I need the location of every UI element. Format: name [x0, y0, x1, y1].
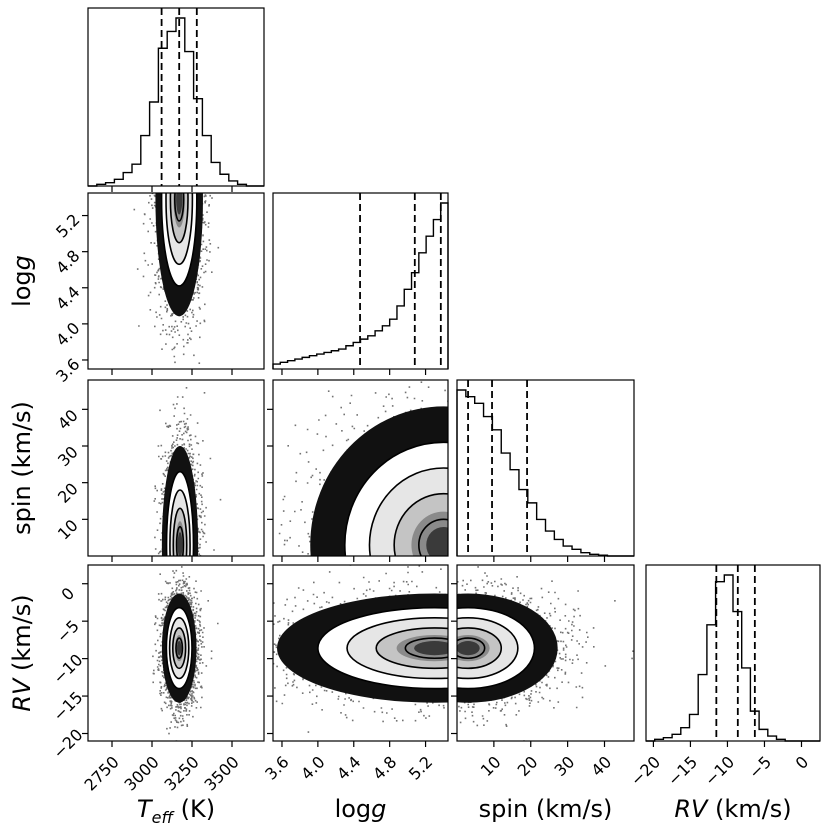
contour-line-2	[375, 627, 448, 670]
panel-frame-2-1	[272, 379, 449, 557]
contour-line-0	[160, 193, 198, 287]
density-level-4	[426, 527, 448, 556]
density-panel-3-0	[152, 565, 219, 741]
y-tick-label: 30	[54, 442, 82, 470]
x-axis-label-2: spin (km/s)	[479, 795, 613, 823]
contour-line-1	[457, 617, 519, 680]
x-tick-label: 4.0	[297, 752, 328, 783]
panel-frame-3-3	[645, 564, 821, 742]
density-panel-3-2	[457, 565, 634, 741]
contour-line-0	[317, 606, 448, 690]
histogram-2	[456, 389, 634, 557]
y-tick-label: 4.4	[52, 282, 83, 313]
contour-line-1	[169, 489, 191, 556]
x-tick-label: −20	[627, 752, 664, 789]
x-tick-label: 10	[477, 752, 505, 780]
panel-frame-3-0	[87, 564, 265, 742]
y-tick-label: 0	[58, 584, 79, 605]
histogram-0	[88, 17, 264, 187]
contour-line-3	[457, 637, 486, 660]
y-tick-label: −10	[49, 650, 86, 687]
contour-line-0	[344, 441, 448, 556]
y-axis-label-1: logg	[8, 255, 36, 307]
panels-layer	[82, 7, 821, 747]
contour-line-2	[457, 627, 503, 670]
x-tick-label: 3500	[201, 752, 243, 794]
x-axis-label-0: Teff (K)	[137, 795, 215, 827]
density-panel-2-1	[278, 381, 448, 556]
contour-line-1	[368, 467, 448, 556]
y-tick-label: −15	[49, 688, 86, 725]
x-tick-label: 40	[587, 752, 615, 780]
y-tick-label: 4.0	[52, 318, 83, 349]
contour-line-0	[165, 470, 195, 556]
density-level-4	[457, 641, 480, 656]
y-axis-label-2: spin (km/s)	[8, 401, 36, 535]
x-tick-label: 20	[514, 752, 542, 780]
x-tick-label: 3250	[161, 752, 203, 794]
panel-frame-1-0	[87, 192, 265, 370]
y-tick-label: 4.8	[52, 246, 83, 277]
contour-line-3	[175, 637, 184, 660]
x-tick-label: 30	[551, 752, 579, 780]
y-axis-label-3: RV (km/s)	[8, 594, 36, 711]
y-tick-label: 40	[54, 406, 82, 434]
x-axis-label-1: logg	[335, 795, 387, 823]
contour-line-0	[457, 606, 536, 690]
y-tick-label: 20	[54, 479, 82, 507]
density-level-4	[176, 193, 183, 215]
contour-line-3	[175, 525, 185, 556]
contour-line-3	[418, 518, 448, 556]
panel-frame-1-1	[272, 192, 449, 370]
density-panel-1-0	[133, 193, 220, 364]
x-tick-label: 3.6	[261, 752, 292, 783]
x-tick-label: 4.8	[369, 752, 400, 783]
x-tick-label: 0	[792, 752, 813, 773]
contour-line-2	[393, 492, 448, 556]
panel-frame-2-2	[456, 379, 635, 557]
y-tick-label: 5.2	[52, 210, 83, 241]
x-tick-label: −5	[745, 752, 775, 782]
contour-line-2	[172, 507, 188, 556]
y-tick-label: 10	[54, 516, 82, 544]
histogram-3	[646, 574, 820, 742]
y-tick-label: −20	[49, 725, 86, 762]
panel-frame-0-0	[87, 7, 265, 187]
x-tick-label: 5.2	[405, 752, 436, 783]
panel-frame-3-2	[456, 564, 635, 742]
contour-line-1	[165, 193, 194, 266]
x-tick-label: −15	[664, 752, 701, 789]
contour-line-2	[169, 193, 189, 244]
density-level-4	[176, 641, 182, 656]
contour-line-0	[165, 606, 193, 690]
density-panel-2-0	[153, 387, 222, 556]
density-panel-3-1	[273, 565, 448, 733]
y-tick-label: 3.6	[52, 355, 83, 386]
x-tick-label: 3000	[121, 752, 163, 794]
panel-frame-3-1	[272, 564, 449, 742]
x-tick-label: 4.4	[333, 752, 364, 783]
contour-line-3	[404, 637, 448, 660]
density-level-4	[177, 532, 183, 556]
x-tick-label: −10	[701, 752, 738, 789]
x-tick-label: 2750	[81, 752, 123, 794]
contour-line-2	[172, 627, 187, 670]
x-axis-label-3: RV (km/s)	[674, 795, 791, 823]
y-tick-label: −5	[53, 616, 83, 646]
contour-line-1	[168, 616, 190, 680]
panel-frame-2-0	[87, 379, 265, 557]
contour-line-3	[174, 193, 185, 222]
contour-line-1	[346, 617, 448, 680]
density-level-4	[414, 641, 448, 656]
